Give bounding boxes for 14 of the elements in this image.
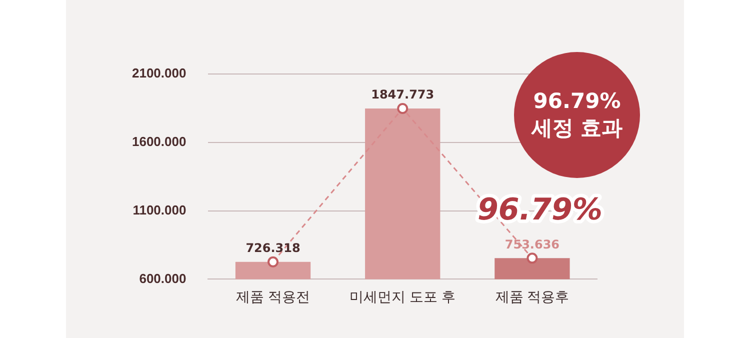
annotation: 96.79% <box>478 192 602 228</box>
data-label: 726.318 <box>246 241 300 256</box>
point <box>526 252 538 264</box>
data-label: 753.636 <box>504 237 560 252</box>
y-tick-label: 600.000 <box>139 270 186 286</box>
point <box>397 103 408 114</box>
x-tick-label: 제품 적용전 <box>236 288 310 304</box>
point <box>268 256 279 268</box>
y-tick-label: 1600.000 <box>132 134 186 149</box>
x-tick-label: 제품 적용후 <box>495 288 570 304</box>
data-label: 1847.773 <box>371 88 434 102</box>
y-tick-label: 2100.000 <box>132 66 186 81</box>
y-tick-label: 1100.000 <box>132 202 186 218</box>
x-tick-label: 미세먼지 도포 후 <box>350 288 456 304</box>
